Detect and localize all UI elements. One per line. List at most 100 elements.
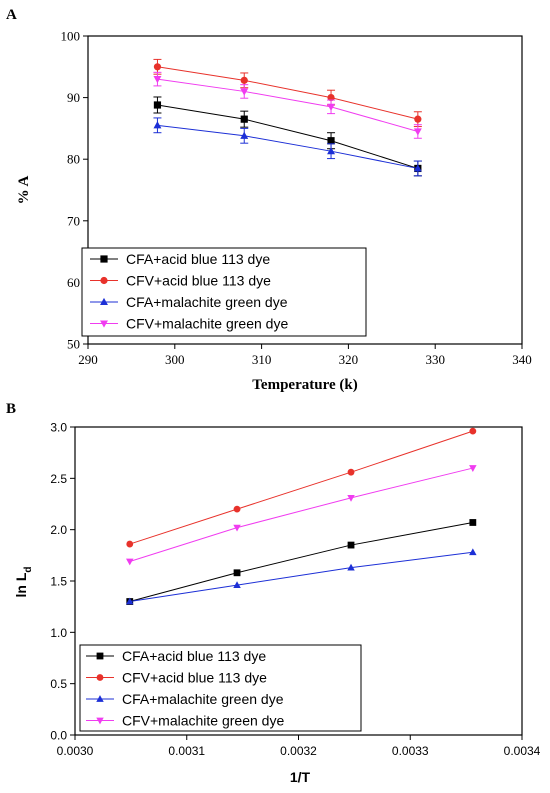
x-tick-label: 310 <box>252 352 272 367</box>
series-0 <box>126 519 477 605</box>
y-axis-title-b: ln Ld <box>13 567 34 598</box>
legend-label: CFA+acid blue 113 dye <box>122 648 266 664</box>
legend-label: CFA+malachite green dye <box>122 691 284 707</box>
data-point <box>413 128 422 136</box>
x-tick-label: 320 <box>339 352 359 367</box>
data-point <box>240 88 249 96</box>
series-line <box>129 551 473 603</box>
x-tick-label: 290 <box>78 352 98 367</box>
data-point <box>347 494 355 502</box>
y-tick-label: 0.5 <box>50 677 67 691</box>
y-tick-label: 1.5 <box>50 575 67 589</box>
series-2 <box>153 117 422 177</box>
legend-label: CFV+acid blue 113 dye <box>126 273 271 289</box>
data-point <box>327 103 335 111</box>
data-point <box>240 131 249 139</box>
series-line <box>129 467 473 562</box>
axes-b: 0.0030 0.0031 0.0032 0.0033 0.0034 0.0 0.5 1.0 1… <box>50 421 540 759</box>
y-tick-label: 2.0 <box>50 523 67 537</box>
legend-label: CFA+acid blue 113 dye <box>126 251 270 267</box>
data-point <box>327 147 335 155</box>
x-tick-label: 0.0032 <box>280 744 317 758</box>
y-axis-title-b-subscript: d <box>23 567 34 573</box>
data-point <box>347 563 355 571</box>
series-line <box>129 430 473 545</box>
series-2 <box>126 548 477 605</box>
y-tick-label: 1.0 <box>50 626 67 640</box>
data-point <box>469 548 477 556</box>
series-3 <box>126 465 477 566</box>
data-point <box>153 76 162 84</box>
legend-label: CFV+malachite green dye <box>122 713 284 729</box>
series-line <box>157 78 418 132</box>
data-point <box>153 121 162 129</box>
x-tick-label: 0.0031 <box>168 744 205 758</box>
plot-frame-a <box>87 35 523 345</box>
chart-panel-b: B 0.0030 0.0031 0.0032 0.0033 0.0034 0.0 0.5 1.… <box>6 401 541 785</box>
data-point <box>126 540 134 548</box>
data-point <box>469 519 477 526</box>
data-point <box>233 524 241 532</box>
data-point <box>153 63 162 71</box>
legend-marker <box>96 652 104 660</box>
series-1 <box>153 58 422 128</box>
data-point <box>347 468 355 476</box>
panel-label-a: A <box>6 7 17 23</box>
x-tick-label: 340 <box>512 352 532 367</box>
y-axis-title-a: % A <box>16 175 32 204</box>
data-point <box>327 94 335 102</box>
legend-marker <box>96 717 104 725</box>
y-tick-label: 50 <box>67 337 80 352</box>
data-point <box>469 427 477 435</box>
y-tick-label: 70 <box>67 213 80 228</box>
panel-label-b: B <box>6 401 16 417</box>
series-1 <box>126 427 477 548</box>
data-point <box>327 137 335 145</box>
data-point <box>240 115 248 123</box>
series-line <box>129 521 473 603</box>
data-point <box>153 101 162 109</box>
legend-marker <box>100 276 108 285</box>
data-point <box>233 505 241 513</box>
legend-label: CFV+acid blue 113 dye <box>122 670 267 686</box>
y-tick-label: 2.5 <box>50 472 67 486</box>
data-point <box>233 569 241 577</box>
series-0 <box>153 96 422 177</box>
chart-panel-a: A 290 300 310 320 330 340 50 60 70 80 90 100 Temper… <box>6 7 532 393</box>
x-axis-title-a: Temperature (k) <box>252 377 357 393</box>
legend-marker <box>100 297 108 306</box>
y-tick-label: 100 <box>61 29 81 44</box>
legend-b: CFA+acid blue 113 dye CFV+acid blue 113 d… <box>79 644 362 732</box>
x-tick-label: 330 <box>425 352 445 367</box>
x-tick-label: 0.0030 <box>57 744 94 758</box>
data-point <box>414 115 422 123</box>
x-tick-label: 0.0033 <box>392 744 429 758</box>
legend-a: CFA+acid blue 113 dye CFV+acid blue 113 d… <box>81 247 367 337</box>
axes-a: 290 300 310 320 330 340 50 60 70 80 90 100 <box>61 29 532 368</box>
x-axis-title-b: 1/T <box>290 769 311 785</box>
y-tick-label: 3.0 <box>50 421 67 435</box>
y-tick-label: 90 <box>67 90 80 105</box>
legend-marker <box>100 255 108 263</box>
data-point <box>126 558 134 566</box>
series-line <box>157 104 418 169</box>
y-axis-title-b-main: ln L <box>13 572 29 597</box>
legend-marker <box>96 674 104 681</box>
data-point <box>469 465 477 472</box>
x-tick-label: 300 <box>165 352 185 367</box>
y-tick-label: 60 <box>67 275 80 290</box>
legend-label: CFA+malachite green dye <box>126 294 288 310</box>
data-point <box>240 76 248 84</box>
data-point <box>233 581 241 588</box>
legend-box-a <box>81 247 367 337</box>
y-tick-label: 80 <box>67 152 80 167</box>
series-line <box>157 124 418 169</box>
legend-box-b <box>79 644 362 732</box>
x-tick-label: 0.0034 <box>504 744 541 758</box>
legend-marker <box>100 320 108 328</box>
series-group-a <box>153 58 422 177</box>
data-point <box>126 597 134 605</box>
data-point <box>413 164 422 172</box>
series-line <box>157 66 418 120</box>
